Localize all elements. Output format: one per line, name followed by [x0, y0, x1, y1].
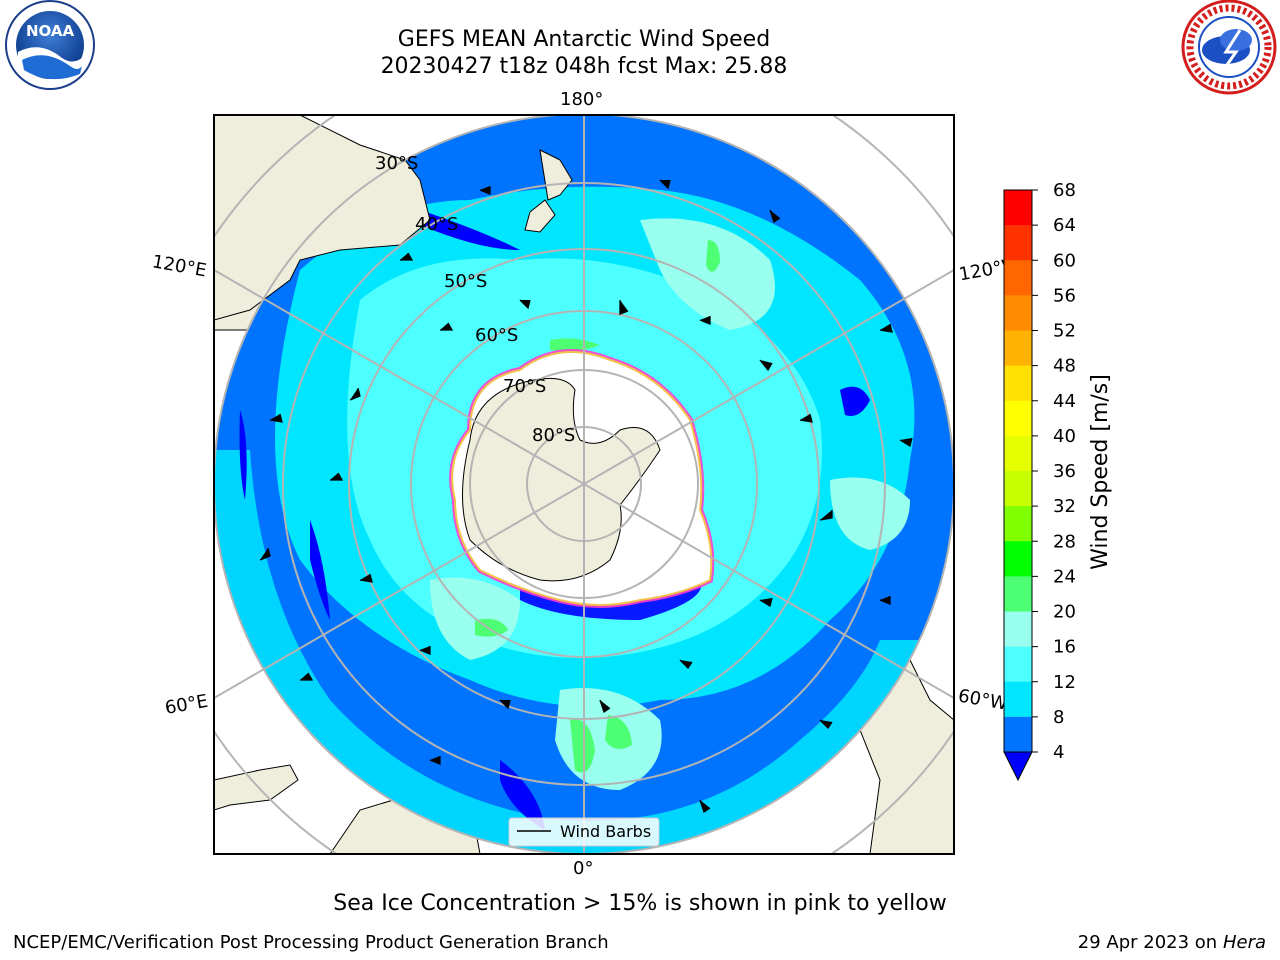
lat-label-40s: 40°S — [415, 214, 458, 235]
noaa-logo: NOAA — [5, 0, 95, 90]
lon-label-180: 180° — [560, 89, 603, 110]
map-subtitle: 20230427 t18z 048h fcst Max: 25.88 — [380, 54, 788, 79]
nws-logo — [1181, 0, 1277, 95]
colorbar-segment — [1004, 365, 1032, 402]
colorbar-tick-label: 68 — [1053, 180, 1076, 201]
colorbar-segment — [1004, 260, 1032, 296]
lon-label-0: 0° — [573, 858, 593, 879]
colorbar-segment — [1004, 471, 1032, 507]
colorbar-tick-label: 12 — [1053, 672, 1076, 693]
colorbar-tick-label: 44 — [1053, 391, 1076, 412]
map-frame — [213, 114, 955, 855]
colorbar-segment — [1004, 716, 1032, 753]
colorbar-tick-label: 56 — [1053, 285, 1076, 306]
graticule — [214, 115, 954, 854]
map-area: Wind Barbs — [214, 115, 954, 854]
lat-label-80s: 80°S — [532, 425, 575, 446]
colorbar-segment — [1004, 541, 1032, 577]
colorbar-segment — [1004, 681, 1032, 718]
colorbar-tick-label: 60 — [1053, 250, 1076, 271]
colorbar-tick-label: 64 — [1053, 215, 1076, 236]
colorbar-tick-label: 52 — [1053, 321, 1076, 342]
footer-date-text: 29 Apr 2023 on — [1077, 932, 1223, 953]
colorbar-tick-label: 28 — [1053, 531, 1076, 552]
lat-label-30s: 30°S — [375, 153, 418, 174]
lon-label-60e: 60°E — [163, 691, 209, 719]
wind-barbs — [259, 179, 913, 814]
legend: Wind Barbs — [508, 817, 660, 847]
noaa-logo-text: NOAA — [26, 22, 75, 40]
colorbar-segment — [1004, 611, 1032, 648]
colorbar-tick-label: 16 — [1053, 637, 1076, 658]
colorbar-segment — [1004, 295, 1032, 331]
legend-label: Wind Barbs — [560, 822, 651, 841]
colorbar-segment — [1004, 400, 1032, 437]
map-title: GEFS MEAN Antarctic Wind Speed — [397, 27, 771, 52]
colorbar-tick-label: 48 — [1053, 356, 1076, 377]
colorbar: 68 64 60 56 52 48 44 40 36 32 28 24 20 16 12 8 4 — [1003, 180, 1076, 782]
colorbar-tick-label: 24 — [1053, 566, 1076, 587]
sea-ice-caption: Sea Ice Concentration > 15% is shown in … — [333, 891, 947, 916]
colorbar-tick-label: 40 — [1053, 426, 1076, 447]
colorbar-segment — [1004, 576, 1032, 612]
lat-label-70s: 70°S — [503, 376, 546, 397]
colorbar-tick-label: 32 — [1053, 496, 1076, 517]
footer-date: 29 Apr 2023 on Hera — [1078, 932, 1266, 953]
colorbar-segment — [1004, 506, 1032, 542]
lon-label-120e: 120°E — [151, 251, 209, 281]
colorbar-segment — [1004, 190, 1032, 226]
colorbar-tick-label: 20 — [1053, 602, 1076, 623]
colorbar-segment — [1004, 646, 1032, 683]
footer-system-name: Hera — [1222, 932, 1266, 953]
lat-label-50s: 50°S — [444, 271, 487, 292]
lat-label-60s: 60°S — [475, 325, 518, 346]
footer-credit: NCEP/EMC/Verification Post Processing Pr… — [13, 932, 609, 953]
lon-label-60w: 60°W — [957, 685, 1010, 714]
colorbar-tick-label: 36 — [1053, 461, 1076, 482]
colorbar-label: Wind Speed [m/s] — [1088, 374, 1113, 570]
colorbar-tick-label: 4 — [1053, 742, 1064, 763]
colorbar-segment — [1004, 435, 1032, 472]
colorbar-segment — [1004, 330, 1032, 367]
colorbar-segment — [1004, 225, 1032, 261]
colorbar-tick-label: 8 — [1053, 707, 1064, 728]
colorbar-extend — [1003, 751, 1033, 782]
